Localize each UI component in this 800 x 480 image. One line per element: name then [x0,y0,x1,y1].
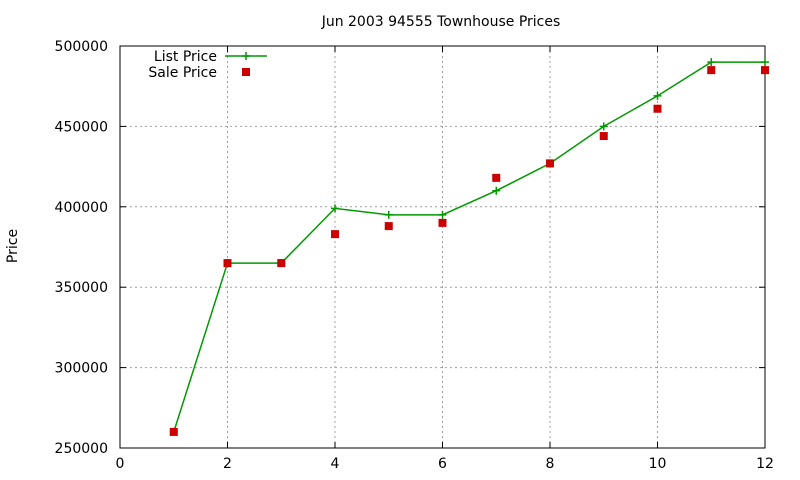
y-tick-label: 450000 [55,119,108,135]
sale-price-point [546,159,554,168]
sale-price-point [223,259,232,268]
x-tick-label: 2 [223,456,232,472]
list-price-point [653,91,662,100]
y-tick-label: 350000 [55,280,108,296]
x-tick-label: 8 [546,456,555,472]
legend-cross-marker [242,52,250,60]
list-price-point [599,122,608,131]
grid [120,46,765,448]
sale-price-point [761,66,769,75]
x-tick-label: 12 [756,456,774,472]
sale-price-point [277,259,286,268]
y-tick-label: 300000 [55,361,108,377]
y-axis-label: Price [5,229,21,263]
list-price-point [331,204,339,213]
x-tick-label: 10 [649,456,667,472]
list-price-point [438,210,447,219]
legend-label: List Price [154,49,217,65]
sale-price-point [492,173,501,182]
sale-price-point [169,427,178,436]
x-tick-label: 6 [438,456,447,472]
list-price-point [384,210,393,219]
series-sale-price [169,66,769,436]
plot-frame [119,45,766,449]
legend-square-marker [242,68,250,76]
legend-label: Sale Price [148,65,217,81]
list-price-line [173,61,765,433]
chart-title: Jun 2003 94555 Townhouse Prices [321,14,561,30]
ticks: 0 2 4 6 8 10 12 250000 300000 350000 400000 450000 5… [55,39,774,472]
y-tick-label: 500000 [55,39,108,55]
list-price-point [707,58,716,67]
sale-price-point [384,222,393,231]
sale-price-point [707,66,716,75]
sale-price-point [653,104,662,113]
list-price-point [492,186,501,195]
y-tick-label: 250000 [55,441,108,457]
x-tick-label: 4 [331,456,340,472]
sale-price-point [599,132,608,141]
x-tick-label: 0 [116,456,125,472]
series-layer [169,58,769,436]
sale-price-point [438,218,447,227]
sale-price-point [331,230,339,239]
list-price-point [761,58,769,67]
y-tick-label: 400000 [55,200,108,216]
